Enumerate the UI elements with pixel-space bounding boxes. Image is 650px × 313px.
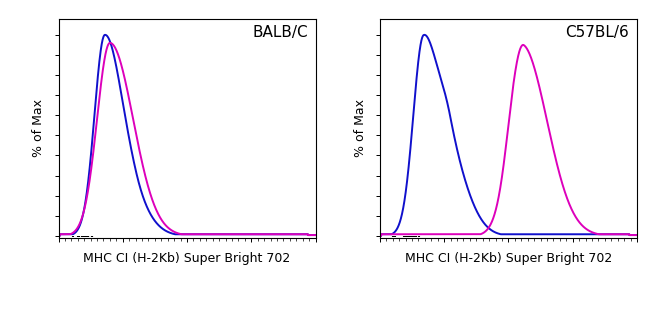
Y-axis label: % of Max: % of Max: [354, 99, 367, 157]
Text: BALB/C: BALB/C: [252, 25, 308, 40]
X-axis label: MHC CI (H-2Kb) Super Bright 702: MHC CI (H-2Kb) Super Bright 702: [83, 253, 291, 265]
Text: C57BL/6: C57BL/6: [566, 25, 629, 40]
X-axis label: MHC CI (H-2Kb) Super Bright 702: MHC CI (H-2Kb) Super Bright 702: [405, 253, 612, 265]
Y-axis label: % of Max: % of Max: [32, 99, 46, 157]
